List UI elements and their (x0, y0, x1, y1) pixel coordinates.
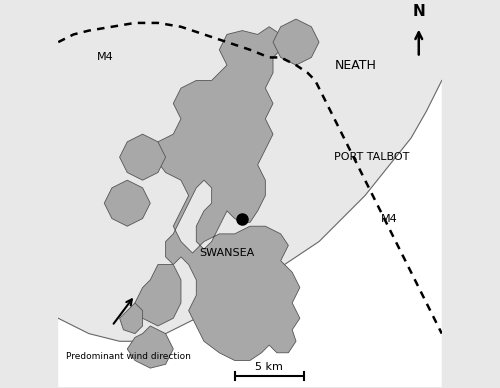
Polygon shape (273, 19, 319, 65)
Polygon shape (128, 326, 174, 368)
Text: SWANSEA: SWANSEA (200, 248, 254, 258)
Polygon shape (58, 80, 442, 387)
Text: M4: M4 (96, 52, 114, 62)
Polygon shape (154, 27, 300, 360)
Text: M4: M4 (380, 213, 397, 223)
Polygon shape (104, 180, 150, 226)
Polygon shape (135, 265, 181, 326)
Polygon shape (120, 303, 142, 334)
Text: 5 km: 5 km (255, 362, 283, 372)
Text: NEATH: NEATH (334, 59, 376, 72)
Polygon shape (120, 134, 166, 180)
Text: N: N (412, 4, 425, 19)
Text: Predominant wind direction: Predominant wind direction (66, 352, 191, 361)
Text: PORT TALBOT: PORT TALBOT (334, 152, 410, 162)
